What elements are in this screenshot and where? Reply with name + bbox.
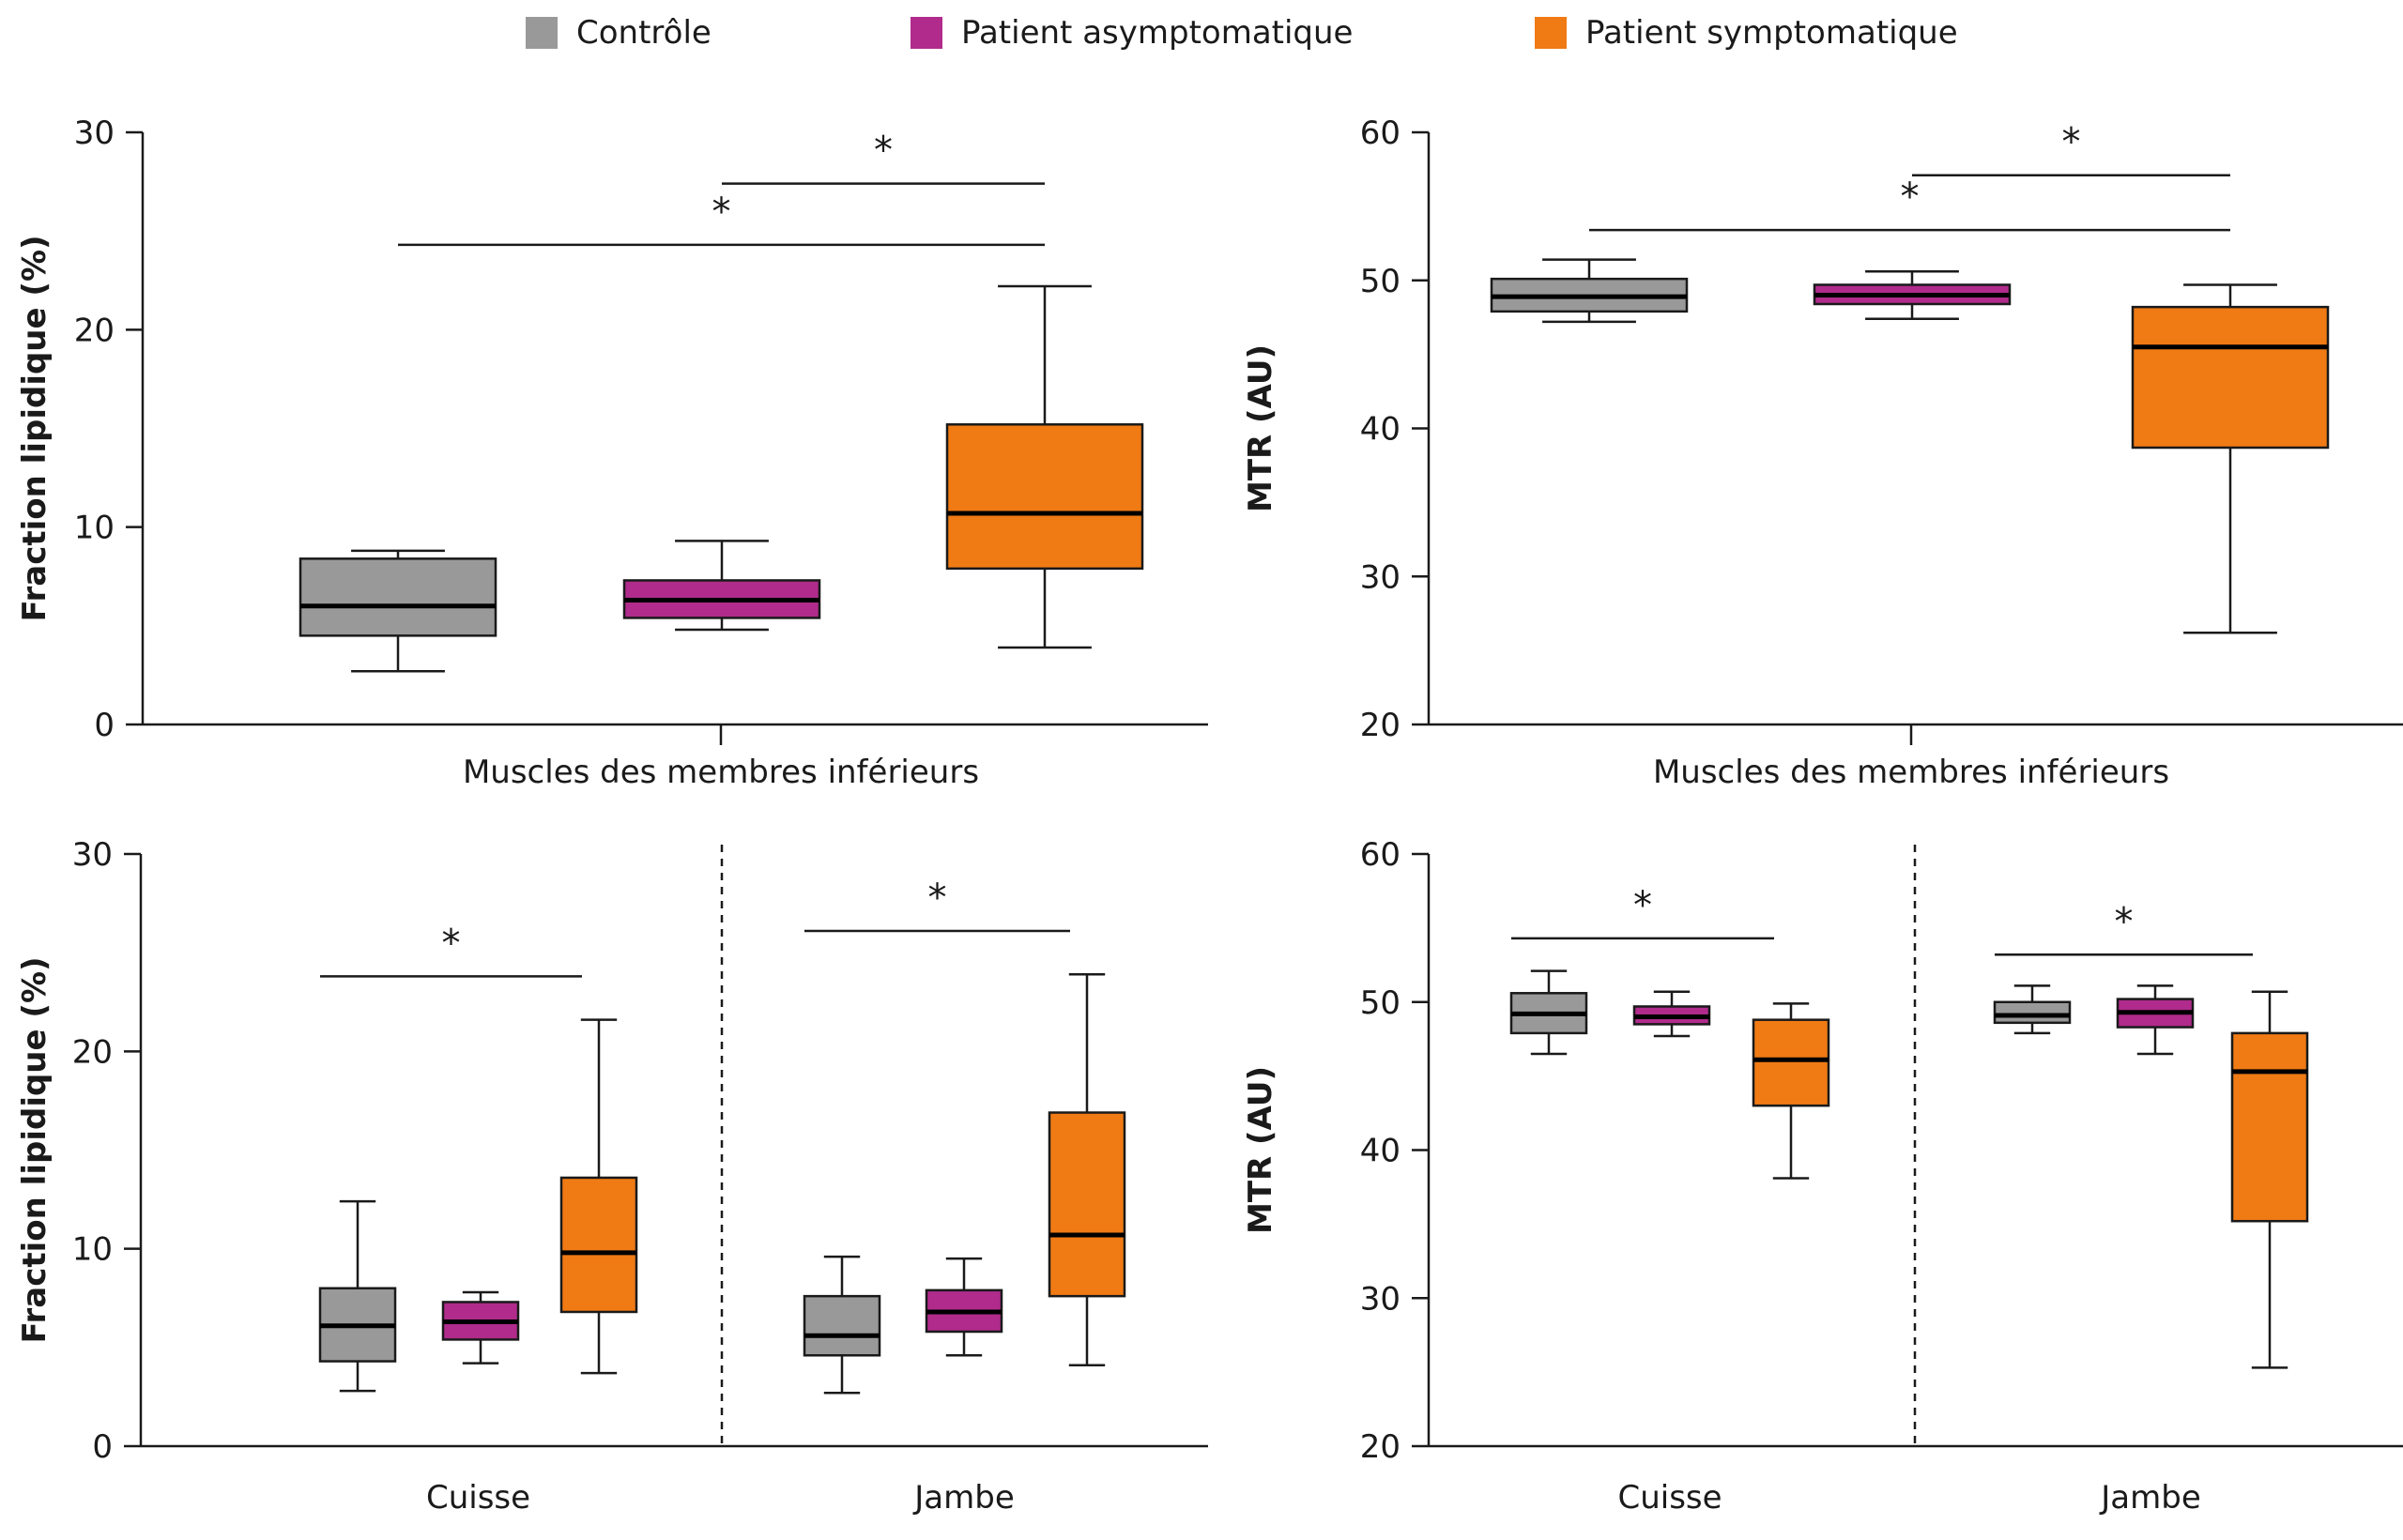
box-contr-le: [318, 1199, 397, 1393]
y-tick-label: 40: [1360, 411, 1400, 449]
significance-star: *: [1633, 884, 1652, 927]
y-axis-title: Fraction lipidique (%): [16, 956, 54, 1343]
y-tick-label: 20: [1360, 1428, 1400, 1466]
y-tick-label: 50: [1360, 263, 1400, 300]
iqr-box: [559, 1176, 638, 1314]
box-contr-le: [803, 1255, 881, 1395]
legend-swatch: [1535, 17, 1567, 49]
legend-swatch: [911, 17, 942, 49]
panels: 0 10 20 30 Fraction lipidique (%) Muscles des…: [16, 114, 2403, 1517]
y-tick-label: 20: [74, 312, 115, 349]
group-label: Muscles des membres inférieurs: [463, 754, 979, 791]
y-tick-label: 10: [72, 1231, 113, 1269]
group-label: Cuisse: [426, 1479, 530, 1517]
y-tick-label: 20: [72, 1033, 113, 1071]
legend-label: Contrôle: [576, 14, 712, 52]
iqr-box: [803, 1294, 881, 1357]
y-tick-label: 30: [1360, 558, 1400, 596]
y-tick-label: 60: [1360, 836, 1400, 874]
significance-star: *: [442, 922, 461, 965]
box-patient-symptomatique: [1752, 1002, 1830, 1180]
y-tick-label: 0: [94, 707, 115, 744]
iqr-box: [2230, 1031, 2309, 1223]
iqr-box: [1993, 1000, 2072, 1025]
box-contr-le: [1490, 258, 1689, 324]
legend-label: Patient asymptomatique: [961, 14, 1353, 52]
box-contr-le: [298, 549, 497, 673]
y-tick-label: 30: [1360, 1280, 1400, 1318]
iqr-box: [945, 423, 1144, 571]
box-patient-asymptomatique: [1813, 270, 2012, 321]
box-contr-le: [1509, 969, 1588, 1056]
y-axis-title: Fraction lipidique (%): [16, 235, 54, 621]
y-axis-title: MTR (AU): [1242, 1066, 1279, 1234]
box-patient-symptomatique: [2230, 990, 2309, 1369]
significance-star: *: [1901, 175, 1920, 219]
box-patient-asymptomatique: [2116, 984, 2195, 1056]
box-patient-symptomatique: [2131, 283, 2330, 634]
box-patient-asymptomatique: [622, 540, 821, 632]
iqr-box: [1752, 1018, 1830, 1107]
y-tick-label: 60: [1360, 114, 1400, 152]
legend: Contrôle Patient asymptomatique Patient sy…: [526, 14, 1958, 52]
significance-star: *: [712, 191, 731, 234]
box-patient-asymptomatique: [441, 1290, 520, 1365]
y-tick-label: 30: [72, 836, 113, 874]
box-patient-asymptomatique: [925, 1257, 1003, 1357]
box-contr-le: [1993, 984, 2072, 1035]
group-label: Cuisse: [1617, 1479, 1722, 1517]
y-tick-label: 10: [74, 510, 115, 547]
y-tick-label: 50: [1360, 984, 1400, 1022]
group-label: Muscles des membres inférieurs: [1653, 754, 2169, 791]
significance-star: *: [874, 130, 893, 173]
iqr-box: [2131, 305, 2330, 450]
box-patient-asymptomatique: [1632, 990, 1711, 1038]
box-patient-symptomatique: [559, 1018, 638, 1375]
y-tick-label: 30: [74, 114, 115, 152]
chart-panel: 20 30 40 50 60 MTR (AU) Muscles des membres in…: [1242, 114, 2403, 791]
y-axis-title: MTR (AU): [1242, 344, 1279, 512]
legend-label: Patient symptomatique: [1585, 14, 1958, 52]
y-tick-label: 0: [92, 1428, 113, 1466]
chart-panel: 0 10 20 30 Fraction lipidique (%) Muscles des…: [16, 114, 1208, 791]
box-patient-symptomatique: [945, 284, 1144, 649]
group-label: Jambe: [2099, 1479, 2200, 1517]
box-patient-symptomatique: [1048, 973, 1126, 1367]
group-label: Jambe: [912, 1479, 1014, 1517]
iqr-box: [298, 557, 497, 637]
y-tick-label: 40: [1360, 1133, 1400, 1170]
chart-panel: 20 30 40 50 60 MTR (AU) Cuisse Jambe * *: [1242, 836, 2403, 1517]
significance-star: *: [928, 877, 947, 920]
significance-star: *: [2062, 121, 2081, 164]
significance-star: *: [2115, 900, 2134, 943]
y-tick-label: 20: [1360, 707, 1400, 744]
chart-panel: 0 10 20 30 Fraction lipidique (%) Cuisse Jambe…: [16, 836, 1208, 1517]
legend-swatch: [526, 17, 558, 49]
iqr-box: [1048, 1111, 1126, 1298]
